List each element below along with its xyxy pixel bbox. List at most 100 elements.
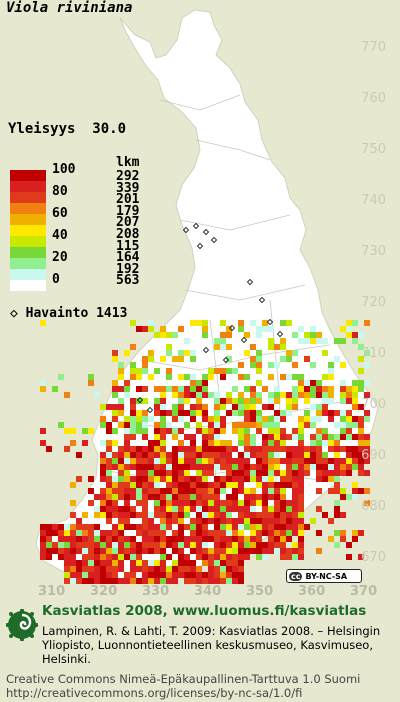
occurrence-cell	[226, 518, 232, 524]
occurrence-cell	[106, 470, 112, 476]
occurrence-cell	[190, 416, 196, 422]
occurrence-cell	[154, 488, 160, 494]
observation-marker	[196, 242, 204, 250]
occurrence-cell	[130, 536, 136, 542]
observation-marker	[276, 330, 284, 338]
occurrence-cell	[232, 506, 238, 512]
occurrence-cell	[208, 506, 214, 512]
frequency-value: 30.0	[92, 121, 127, 137]
occurrence-cell	[298, 374, 304, 380]
occurrence-cell	[142, 470, 148, 476]
occurrence-cell	[238, 458, 244, 464]
occurrence-cell	[196, 554, 202, 560]
occurrence-cell	[220, 446, 226, 452]
occurrence-cell	[196, 404, 202, 410]
occurrence-cell	[118, 506, 124, 512]
occurrence-cell	[196, 428, 202, 434]
occurrence-cell	[178, 326, 184, 332]
occurrence-cell	[142, 494, 148, 500]
occurrence-cell	[190, 380, 196, 386]
occurrence-cell	[154, 482, 160, 488]
occurrence-cell	[334, 452, 340, 458]
occurrence-cell	[340, 422, 346, 428]
occurrence-cell	[322, 386, 328, 392]
occurrence-cell	[274, 428, 280, 434]
occurrence-cell	[220, 404, 226, 410]
occurrence-cell	[268, 326, 274, 332]
occurrence-cell	[262, 506, 268, 512]
occurrence-cell	[172, 392, 178, 398]
occurrence-cell	[244, 440, 250, 446]
occurrence-cell	[154, 536, 160, 542]
occurrence-cell	[88, 542, 94, 548]
occurrence-cell	[262, 500, 268, 506]
occurrence-cell	[124, 524, 130, 530]
occurrence-cell	[130, 560, 136, 566]
occurrence-cell	[166, 374, 172, 380]
occurrence-cell	[256, 332, 262, 338]
occurrence-cell	[160, 578, 166, 584]
y-tick-label: 770	[361, 40, 386, 55]
occurrence-cell	[172, 494, 178, 500]
occurrence-cell	[352, 398, 358, 404]
occurrence-cell	[322, 476, 328, 482]
occurrence-cell	[208, 368, 214, 374]
occurrence-cell	[112, 476, 118, 482]
occurrence-cell	[298, 416, 304, 422]
occurrence-cell	[136, 560, 142, 566]
occurrence-cell	[154, 368, 160, 374]
occurrence-cell	[88, 476, 94, 482]
atlas-title-link[interactable]: Kasviatlas 2008, www.luomus.fi/kasviatla…	[42, 603, 367, 619]
occurrence-cell	[148, 578, 154, 584]
occurrence-cell	[178, 446, 184, 452]
occurrence-cell	[346, 470, 352, 476]
occurrence-cell	[352, 434, 358, 440]
occurrence-cell	[352, 458, 358, 464]
occurrence-cell	[262, 470, 268, 476]
occurrence-cell	[346, 494, 352, 500]
occurrence-cell	[118, 494, 124, 500]
occurrence-cell	[226, 512, 232, 518]
occurrence-cell	[112, 554, 118, 560]
occurrence-cell	[160, 518, 166, 524]
occurrence-cell	[274, 392, 280, 398]
occurrence-cell	[358, 554, 364, 560]
occurrence-cell	[364, 470, 370, 476]
occurrence-cell	[328, 386, 334, 392]
occurrence-cell	[202, 410, 208, 416]
occurrence-cell	[124, 380, 130, 386]
occurrence-cell	[334, 542, 340, 548]
occurrence-cell	[166, 344, 172, 350]
occurrence-cell	[142, 488, 148, 494]
occurrence-cell	[190, 506, 196, 512]
license-url[interactable]: http://creativecommons.org/licenses/by-n…	[6, 686, 303, 700]
occurrence-cell	[256, 416, 262, 422]
occurrence-cell	[226, 542, 232, 548]
cc-license-badge[interactable]: cc BY-NC-SA	[286, 569, 362, 583]
occurrence-cell	[190, 356, 196, 362]
occurrence-cell	[190, 530, 196, 536]
occurrence-cell	[70, 554, 76, 560]
occurrence-cell	[268, 488, 274, 494]
occurrence-cell	[184, 386, 190, 392]
occurrence-cell	[202, 542, 208, 548]
occurrence-cell	[40, 440, 46, 446]
occurrence-cell	[274, 434, 280, 440]
occurrence-cell	[238, 470, 244, 476]
occurrence-cell	[112, 560, 118, 566]
occurrence-cell	[268, 470, 274, 476]
occurrence-cell	[250, 548, 256, 554]
occurrence-cell	[346, 428, 352, 434]
occurrence-cell	[160, 506, 166, 512]
occurrence-cell	[130, 506, 136, 512]
occurrence-cell	[328, 488, 334, 494]
x-tick-label: 310	[38, 584, 66, 599]
occurrence-cell	[214, 416, 220, 422]
occurrence-cell	[340, 392, 346, 398]
occurrence-cell	[274, 542, 280, 548]
occurrence-cell	[310, 338, 316, 344]
occurrence-cell	[292, 470, 298, 476]
occurrence-cell	[58, 554, 64, 560]
occurrence-cell	[274, 488, 280, 494]
occurrence-cell	[232, 446, 238, 452]
